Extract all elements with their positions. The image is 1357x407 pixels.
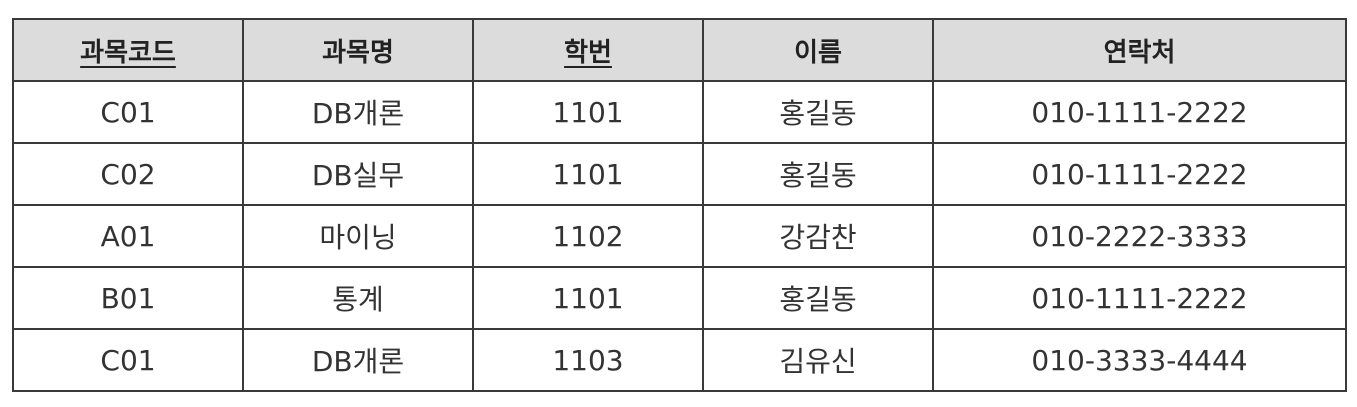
cell-course-code: B01 xyxy=(12,266,244,330)
cell-student-id: 1101 xyxy=(472,80,704,144)
table-row: C01 DB개론 1101 홍길동 010-1111-2222 xyxy=(12,80,1347,144)
cell-student-id: 1102 xyxy=(472,204,704,268)
cell-course-name: 마이닝 xyxy=(242,204,474,268)
header-name: 이름 xyxy=(702,18,934,82)
cell-name: 강감찬 xyxy=(702,204,934,268)
cell-student-id: 1103 xyxy=(472,328,704,392)
cell-name: 김유신 xyxy=(702,328,934,392)
header-contact-label: 연락처 xyxy=(1103,37,1176,68)
cell-contact: 010-1111-2222 xyxy=(932,80,1347,144)
cell-course-name: DB실무 xyxy=(242,142,474,206)
cell-name: 홍길동 xyxy=(702,142,934,206)
cell-course-code: C01 xyxy=(12,328,244,392)
cell-contact: 010-1111-2222 xyxy=(932,266,1347,330)
cell-student-id: 1101 xyxy=(472,142,704,206)
course-enrollment-table: 과목코드 과목명 학번 이름 연락처 C01 DB개론 1101 홍길동 010… xyxy=(12,18,1347,392)
header-contact: 연락처 xyxy=(932,18,1347,82)
cell-contact: 010-3333-4444 xyxy=(932,328,1347,392)
cell-course-code: A01 xyxy=(12,204,244,268)
header-student-id-label: 학번 xyxy=(564,37,612,68)
header-course-code-label: 과목코드 xyxy=(80,37,176,68)
header-course-code: 과목코드 xyxy=(12,18,244,82)
cell-course-code: C02 xyxy=(12,142,244,206)
table-row: C01 DB개론 1103 김유신 010-3333-4444 xyxy=(12,328,1347,392)
header-name-label: 이름 xyxy=(794,37,842,68)
cell-name: 홍길동 xyxy=(702,80,934,144)
cell-course-code: C01 xyxy=(12,80,244,144)
cell-course-name: 통계 xyxy=(242,266,474,330)
cell-course-name: DB개론 xyxy=(242,80,474,144)
cell-contact: 010-1111-2222 xyxy=(932,142,1347,206)
header-course-name: 과목명 xyxy=(242,18,474,82)
table-row: B01 통계 1101 홍길동 010-1111-2222 xyxy=(12,266,1347,330)
header-course-name-label: 과목명 xyxy=(322,37,394,68)
table-row: C02 DB실무 1101 홍길동 010-1111-2222 xyxy=(12,142,1347,206)
table-row: A01 마이닝 1102 강감찬 010-2222-3333 xyxy=(12,204,1347,268)
cell-course-name: DB개론 xyxy=(242,328,474,392)
cell-name: 홍길동 xyxy=(702,266,934,330)
data-table-container: 과목코드 과목명 학번 이름 연락처 C01 DB개론 1101 홍길동 010… xyxy=(12,18,1347,392)
cell-student-id: 1101 xyxy=(472,266,704,330)
cell-contact: 010-2222-3333 xyxy=(932,204,1347,268)
table-header-row: 과목코드 과목명 학번 이름 연락처 xyxy=(12,18,1347,82)
header-student-id: 학번 xyxy=(472,18,704,82)
